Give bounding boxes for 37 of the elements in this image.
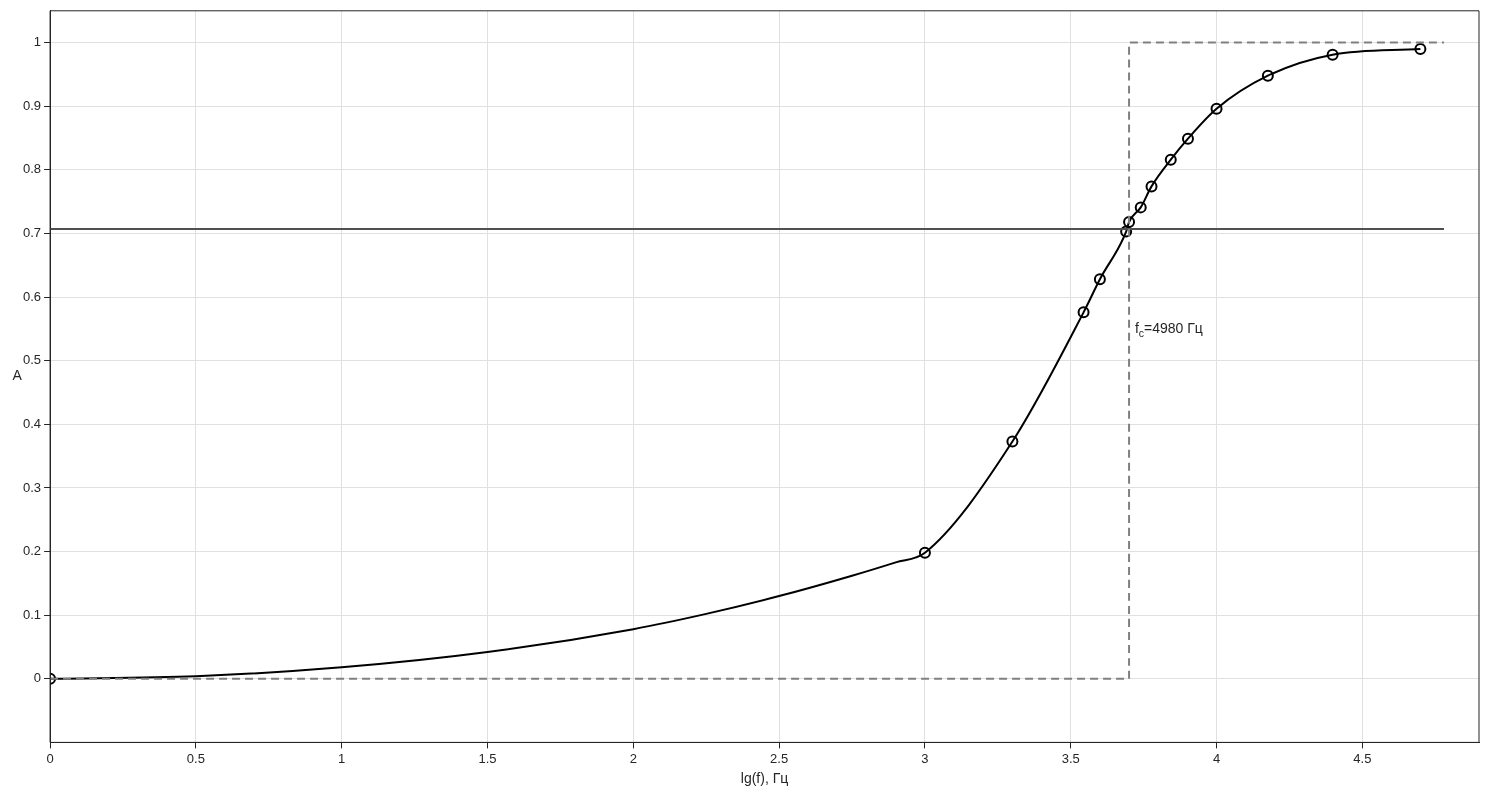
y-tick-label: 1 (33, 34, 42, 50)
x-tick-label: 4 (1212, 750, 1221, 766)
point (1120, 225, 1133, 238)
x-tick-label: 3 (921, 750, 929, 766)
point (1326, 48, 1339, 61)
y-tick-label: 0.4 (22, 415, 42, 431)
point (1164, 153, 1177, 166)
point (1261, 69, 1274, 82)
point (1414, 42, 1427, 55)
x-tick-label: 0.5 (186, 750, 205, 766)
y-axis-title: A (12, 367, 23, 384)
y-tick-label: 0.3 (22, 479, 42, 495)
x-tick-label: 1.5 (478, 750, 497, 766)
point (1134, 201, 1147, 214)
y-tick-label: 0.2 (22, 543, 42, 559)
x-tick-label: 4.5 (1353, 750, 1372, 766)
point (1123, 216, 1136, 229)
x-tick-label: 2.5 (770, 750, 789, 766)
point (1093, 273, 1106, 286)
y-tick-label: 0 (33, 670, 42, 686)
x-tick-label: 3.5 (1061, 750, 1080, 766)
y-tick-label: 0.7 (22, 225, 42, 241)
point (1145, 180, 1158, 193)
y-tick-label: 0.9 (22, 97, 42, 113)
x-axis-title: lg(f), Гц (740, 770, 789, 787)
point (1006, 435, 1019, 448)
y-tick-label: 0.6 (22, 288, 42, 304)
x-tick-label: 1 (338, 750, 346, 766)
x-tick-label: 0 (46, 750, 54, 766)
y-tick-label: 0.1 (22, 606, 42, 622)
y-tick-label: 0.5 (22, 352, 42, 368)
x-tick-label: 2 (629, 750, 637, 766)
y-tick-label: 0.8 (22, 161, 42, 177)
point (1210, 102, 1223, 115)
point (1181, 132, 1194, 145)
point (918, 546, 931, 559)
point (1077, 306, 1090, 319)
